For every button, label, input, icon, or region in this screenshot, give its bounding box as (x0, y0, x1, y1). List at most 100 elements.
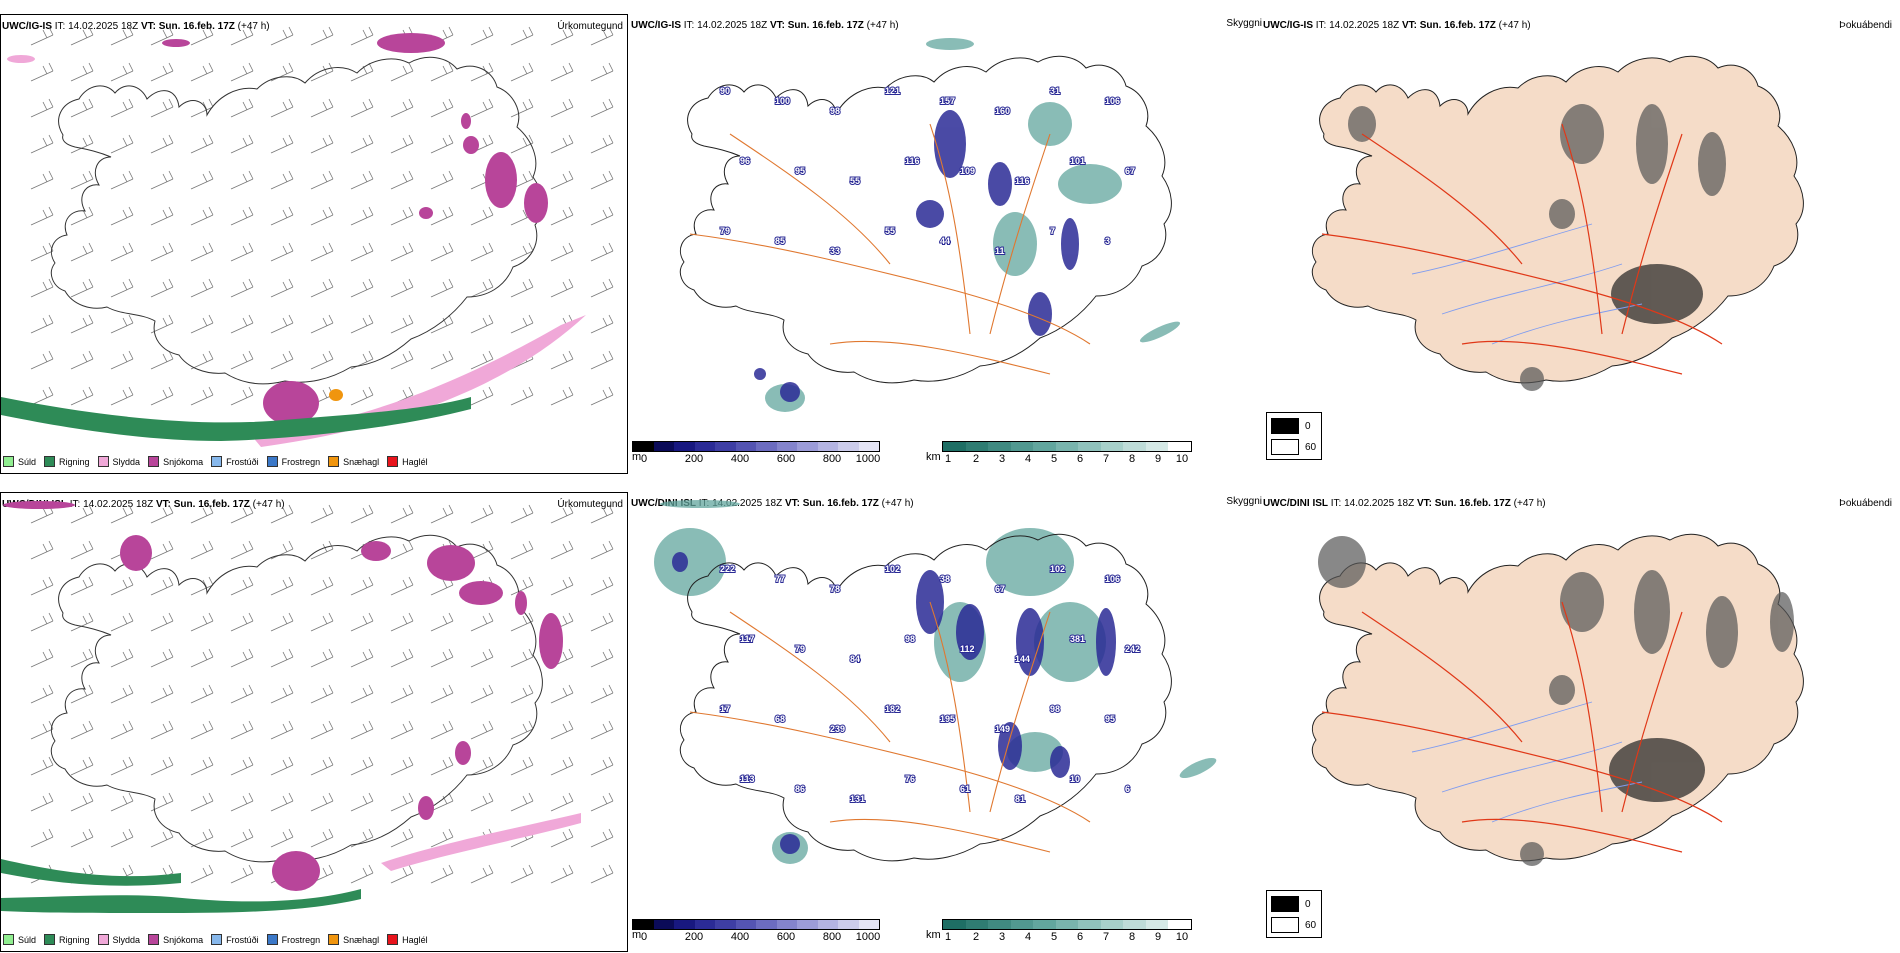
legend-item: Rigning (44, 456, 90, 467)
wind-barb (590, 98, 614, 118)
cloud-base-label: 95 (795, 166, 805, 176)
wind-barb (230, 576, 254, 596)
cloud-base-label: 182 (885, 704, 900, 714)
colorbar-cell (1078, 920, 1101, 929)
colorbar-cell (756, 442, 777, 451)
wind-barb (350, 314, 374, 334)
wind-barb (510, 756, 534, 776)
wind-barb (310, 684, 334, 704)
legend-swatch (211, 934, 223, 945)
wind-barb (70, 350, 94, 370)
cloud-base-label: 17 (720, 704, 730, 714)
colorbar-cell (756, 920, 777, 929)
wind-barb (470, 26, 494, 46)
wind-barb (390, 504, 414, 524)
wind-barb (390, 314, 414, 334)
wind-barb (590, 576, 614, 596)
wind-barb (190, 792, 214, 812)
wind-barb (110, 134, 134, 154)
colorbar-cell (858, 920, 879, 929)
wind-barb (470, 648, 494, 668)
wind-barb (510, 62, 534, 82)
cloud-base-label: 116 (1015, 176, 1030, 186)
wind-barb (590, 864, 614, 884)
ceiling-areas (672, 552, 1116, 854)
cloud-base-label: 98 (1050, 704, 1060, 714)
wind-barb (430, 792, 454, 812)
rivers (1411, 701, 1643, 823)
wind-barb (350, 648, 374, 668)
wind-barb (230, 170, 254, 190)
ceiling-colorbar: 0 200 400 600 800 1000 m (632, 441, 880, 466)
wind-barb (30, 98, 54, 118)
cloud-base-label: 85 (775, 236, 785, 246)
wind-barb (190, 278, 214, 298)
colorbar-tick: 1 (944, 453, 952, 465)
legend-swatch (266, 456, 278, 467)
wind-barb (70, 648, 94, 668)
cloud-base-label: 160 (995, 106, 1010, 116)
wind-barb (270, 206, 294, 226)
wind-barb (590, 720, 614, 740)
wind-barb (470, 792, 494, 812)
fog-legend-row: 60 (1271, 917, 1317, 933)
wind-barb (270, 720, 294, 740)
precip-type-legend: Súld Rigning Slydda Snjókoma Frostúði Fr… (3, 456, 428, 467)
wind-barb (350, 576, 374, 596)
visibility-colorbar: 1 2 3 4 5 6 7 8 9 10 km (926, 441, 1192, 466)
wind-barb (350, 206, 374, 226)
wind-barb (270, 170, 294, 190)
wind-barb (510, 98, 534, 118)
wind-barb (590, 134, 614, 154)
colorbar-cell (1100, 442, 1124, 451)
cloud-base-label: 106 (1105, 574, 1120, 584)
visibility-strip (942, 441, 1192, 452)
colorbar-cell (988, 920, 1011, 929)
cloud-base-label: 86 (795, 784, 805, 794)
colorbar-cell (633, 920, 654, 929)
wind-barb (150, 62, 174, 82)
wind-barb (470, 98, 494, 118)
legend-swatch (328, 456, 340, 467)
wind-barb (590, 278, 614, 298)
cloud-base-label: 112 (960, 644, 975, 654)
wind-barb (190, 756, 214, 776)
wind-barb (470, 242, 494, 262)
wind-barb (230, 648, 254, 668)
ceiling-strip (632, 441, 880, 452)
wind-barb (190, 242, 214, 262)
cloud-base-label: 55 (885, 226, 895, 236)
wind-barb (390, 170, 414, 190)
wind-barb (550, 720, 574, 740)
cloud-base-label: 7 (1050, 226, 1055, 236)
wind-barb (30, 314, 54, 334)
wind-barb (350, 864, 374, 884)
wind-barb (110, 792, 134, 812)
wind-barb (510, 612, 534, 632)
wind-barb (110, 648, 134, 668)
wind-barb (230, 62, 254, 82)
wind-barb (110, 98, 134, 118)
colorbar-cell (988, 442, 1011, 451)
wind-barb (70, 170, 94, 190)
wind-barb (310, 504, 334, 524)
wind-barb (190, 612, 214, 632)
colorbar-tick: 200 (684, 931, 704, 943)
wind-barb (190, 386, 214, 406)
wind-barb (470, 386, 494, 406)
legend-item: Frostúði (211, 934, 259, 945)
wind-barb (270, 26, 294, 46)
cloud-labels: 90 100 98 121 157 160 31 106 96 95 55 116 109 116 101 6… (719, 85, 1136, 257)
colorbar-cell (965, 442, 989, 451)
precip-type-panel-dini: UWC/DINI ISL IT: 14.02.2025 18Z VT: Sun.… (0, 492, 628, 952)
cloud-base-label: 33 (830, 246, 840, 256)
wind-barb (310, 314, 334, 334)
colorbar-cell (715, 920, 736, 929)
wind-barb (470, 62, 494, 82)
wind-barb (510, 278, 534, 298)
wind-barb (230, 792, 254, 812)
legend-item: Frostúði (211, 456, 259, 467)
wind-barb (350, 242, 374, 262)
colorbar-cell (1010, 920, 1034, 929)
wind-barb (70, 504, 94, 524)
